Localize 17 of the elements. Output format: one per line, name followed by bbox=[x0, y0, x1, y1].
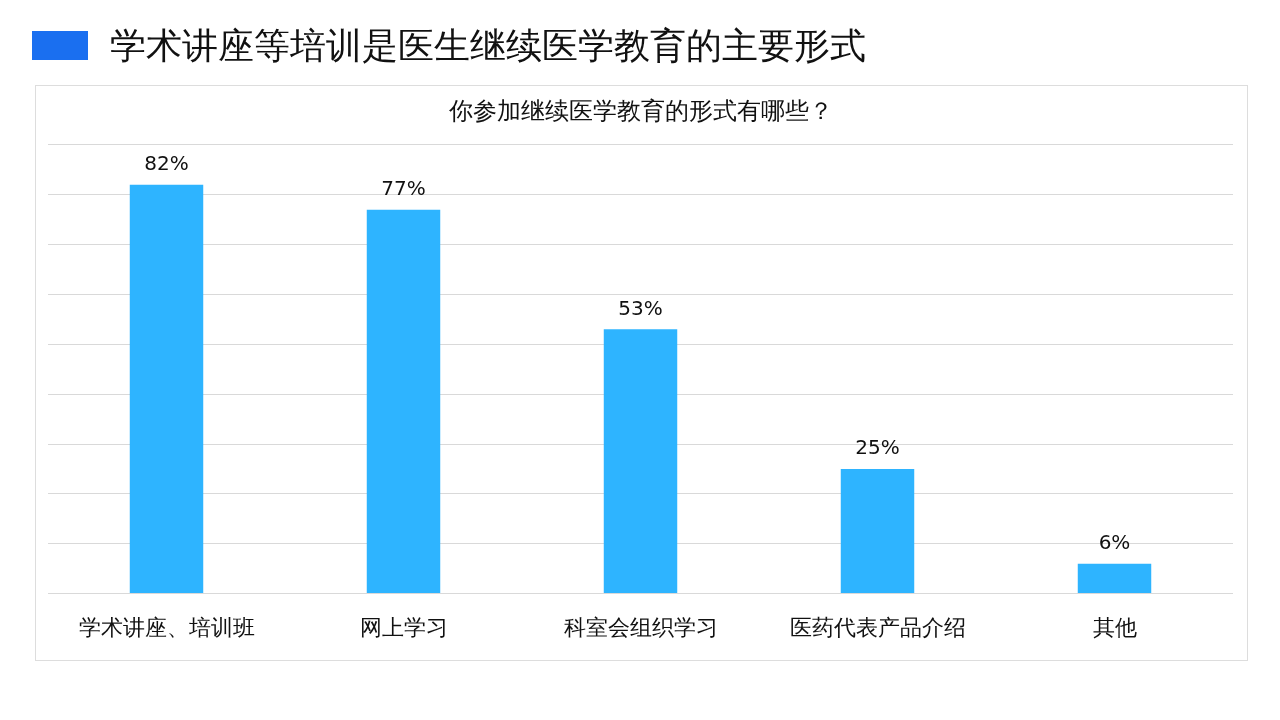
x-tick-label: 其他 bbox=[1092, 614, 1137, 640]
x-tick-label: 学术讲座、培训班 bbox=[78, 614, 255, 640]
data-label: 6% bbox=[1098, 529, 1131, 554]
data-label: 82% bbox=[144, 150, 189, 175]
data-label: 77% bbox=[381, 175, 426, 200]
bar bbox=[129, 184, 204, 594]
x-tick-label: 网上学习 bbox=[359, 614, 448, 640]
x-tick-label: 科室会组织学习 bbox=[563, 614, 718, 640]
data-label: 53% bbox=[618, 295, 663, 320]
x-tick-label: 医药代表产品介绍 bbox=[789, 614, 966, 640]
chart-subtitle: 你参加继续医学教育的形式有哪些？ bbox=[447, 96, 833, 125]
data-label: 25% bbox=[855, 435, 900, 460]
bar bbox=[840, 468, 915, 594]
bar bbox=[1077, 563, 1152, 594]
bar bbox=[603, 329, 678, 594]
chart-title: 学术讲座等培训是医生继续医学教育的主要形式 bbox=[110, 24, 866, 68]
bar bbox=[366, 209, 441, 594]
